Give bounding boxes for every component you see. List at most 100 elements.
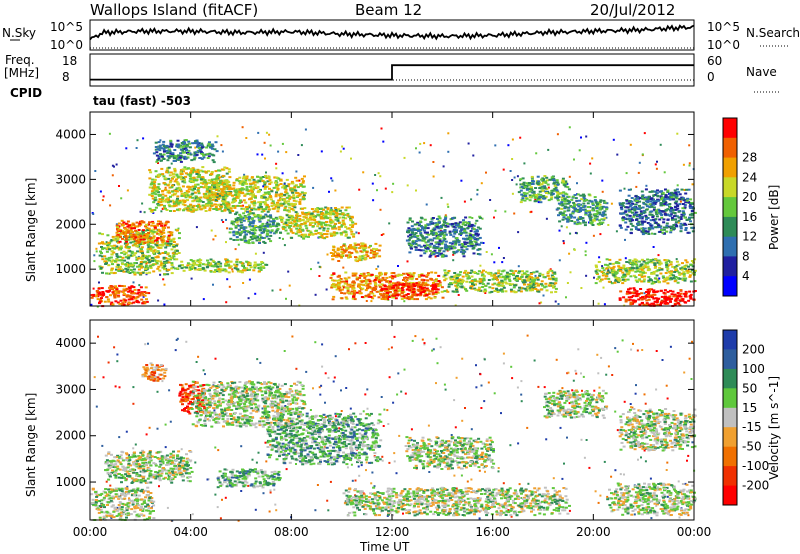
power-speckle — [446, 203, 449, 206]
power-region-3-cell — [204, 204, 208, 207]
power-region-9-cell — [377, 249, 381, 252]
power-region-11-cell — [394, 289, 397, 292]
power-region-10-cell — [400, 274, 404, 276]
power-region-6-cell — [273, 181, 277, 184]
power-region-8-cell — [319, 221, 323, 224]
power-region-10-cell — [422, 279, 426, 282]
power-region-13-cell — [453, 290, 457, 293]
power-region-13-cell — [505, 271, 509, 274]
power-region-5-cell — [216, 262, 220, 265]
power-region-12-cell — [406, 221, 410, 224]
power-region-11-cell — [422, 291, 425, 293]
power-region-3-cell — [201, 201, 205, 203]
power-region-12-cell — [466, 238, 470, 241]
power-region-2-cell — [121, 223, 125, 226]
freq-series-line — [90, 64, 694, 81]
power-region-12-cell — [424, 250, 428, 253]
power-region-5-cell — [183, 266, 187, 269]
power-region-0-cell — [136, 295, 140, 298]
power-region-11-cell — [417, 285, 420, 288]
power-region-7-cell — [262, 215, 266, 218]
power-speckle — [470, 198, 473, 201]
power-region-8-cell — [331, 212, 335, 215]
power-region-1-cell — [153, 259, 156, 262]
power-region-4-cell — [178, 158, 182, 161]
power-region-2-cell — [128, 224, 131, 227]
power-region-12-cell — [451, 245, 455, 248]
power-region-3-cell — [173, 180, 177, 183]
power-region-3-cell — [197, 175, 201, 178]
power-region-6-cell — [294, 203, 297, 206]
power-region-1-cell — [115, 268, 118, 271]
power-region-13-cell — [539, 288, 543, 291]
power-region-6-cell — [267, 208, 271, 211]
power-region-10-cell — [344, 296, 348, 299]
power-region-6-cell — [245, 208, 249, 211]
power-region-6-cell — [256, 186, 260, 188]
power-region-6-cell — [242, 207, 246, 210]
power-region-7-cell — [275, 224, 279, 227]
power-region-14-cell — [561, 179, 565, 182]
power-speckle — [545, 217, 548, 220]
power-region-0-cell — [100, 293, 104, 296]
power-region-8-cell — [314, 208, 318, 210]
power-region-6-cell — [221, 200, 225, 203]
power-region-12-cell — [475, 219, 479, 222]
power-region-6-cell — [261, 180, 265, 183]
power-region-1-cell — [165, 259, 169, 262]
power-region-13-cell — [497, 284, 501, 287]
power-region-6-cell — [274, 193, 278, 196]
power-region-5-cell — [262, 266, 266, 269]
power-region-8-cell — [337, 222, 341, 224]
power-region-13-cell — [463, 271, 466, 274]
power-region-14-cell — [536, 198, 540, 201]
power-region-13-cell — [522, 272, 526, 275]
power-region-1-cell — [115, 253, 119, 256]
power-region-4-cell — [186, 152, 189, 154]
power-region-1-cell — [104, 260, 108, 263]
power-region-6-cell — [224, 206, 228, 209]
power-region-7-cell — [258, 234, 262, 237]
power-region-4-cell — [189, 153, 193, 156]
power-region-6-cell — [242, 177, 245, 180]
power-region-10-cell — [346, 289, 350, 292]
power-region-10-cell — [427, 296, 431, 299]
power-region-3-cell — [205, 182, 209, 185]
power-region-12-cell — [473, 237, 477, 240]
power-region-12-cell — [441, 254, 445, 257]
power-region-1-cell — [128, 231, 132, 234]
power-region-1-cell — [163, 260, 167, 263]
power-region-6-cell — [226, 208, 230, 211]
power-region-1-cell — [147, 233, 151, 236]
power-region-1-cell — [172, 237, 176, 240]
power-region-1-cell — [139, 273, 143, 276]
power-region-13-cell — [512, 272, 516, 275]
power-region-7-cell — [247, 213, 251, 216]
power-speckle — [220, 219, 223, 222]
power-region-10-cell — [350, 292, 354, 295]
power-region-9-cell — [359, 250, 363, 253]
power-region-9-cell — [374, 242, 378, 245]
power-region-7-cell — [239, 224, 243, 227]
power-region-4-cell — [154, 141, 158, 144]
power-region-0-cell — [137, 291, 141, 294]
power-region-1-cell — [155, 231, 159, 234]
power-region-8-cell — [308, 230, 312, 233]
power-region-3-cell — [172, 176, 176, 178]
power-region-7-cell — [256, 236, 259, 239]
power-region-1-cell — [138, 263, 142, 266]
power-region-6-cell — [253, 195, 257, 198]
power-region-13-cell — [550, 274, 554, 277]
power-region-1-cell — [109, 240, 113, 243]
power-region-3-cell — [182, 170, 185, 173]
power-region-2-cell — [155, 239, 159, 242]
power-region-9-cell — [342, 244, 346, 247]
power-region-5-cell — [202, 263, 205, 266]
power-region-5-cell — [240, 262, 244, 265]
power-region-12-cell — [428, 255, 432, 258]
power-region-13-cell — [450, 283, 454, 286]
power-speckle — [162, 278, 165, 281]
power-region-2-cell — [116, 230, 120, 233]
power-region-8-cell — [297, 234, 301, 237]
power-region-12-cell — [423, 231, 427, 234]
